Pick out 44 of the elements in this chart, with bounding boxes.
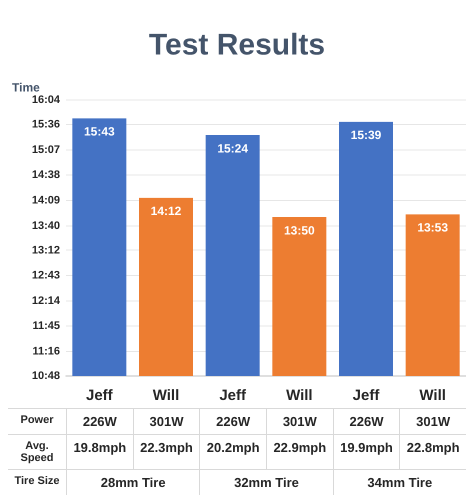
y-tick-label: 15:07 [32,144,60,156]
text: 19.9mph [332,434,400,469]
text: 22.9mph [266,434,333,469]
y-tick-label: 15:36 [32,118,60,130]
y-tick-label: 11:16 [32,346,60,358]
x-tick-label: Jeff [219,387,248,404]
x-tick-label: Jeff [352,387,380,404]
x-tick-label: Jeff [86,387,114,404]
text: 28mm Tire [66,469,200,495]
y-tick-label: 11:45 [32,320,60,332]
y-tick-label: 13:12 [32,244,60,256]
y-tick-label: 10:48 [32,370,60,382]
y-tick-label: 13:40 [32,220,60,232]
data-label: 14:12 [150,204,182,218]
text: 22.3mph [132,434,200,469]
y-axis-title: Time [12,80,40,94]
data-label: 15:24 [217,141,248,156]
x-tick-label: Will [152,387,180,404]
y-tick-label: 14:38 [32,169,60,182]
data-label: 13:53 [417,220,448,235]
text: 226W [199,408,266,434]
x-tick-label: Will [286,387,313,404]
y-tick-label: 14:09 [32,194,60,206]
text: 20.2mph [199,434,266,469]
data-label: 15:43 [84,124,115,139]
text: 34mm Tire [332,469,466,495]
data-label: 15:39 [350,128,382,142]
text: 301W [399,408,466,434]
chart-title: Test Results [148,28,326,62]
x-tick-label: Will [419,387,446,404]
text: Power [8,408,66,434]
y-tick-label: 12:43 [32,270,60,282]
text: 301W [132,408,200,434]
text: Avg. Speed [8,434,66,469]
data-label: 13:50 [284,223,315,238]
text: 19.8mph [66,434,133,469]
text: Tire Size [8,469,66,495]
y-tick-label: 12:14 [32,294,61,307]
text: 226W [332,408,400,434]
text: 301W [266,408,333,434]
text: 226W [66,408,133,434]
text: 32mm Tire [199,469,333,495]
y-tick-label: 16:04 [32,94,61,106]
text: 22.8mph [399,434,466,469]
